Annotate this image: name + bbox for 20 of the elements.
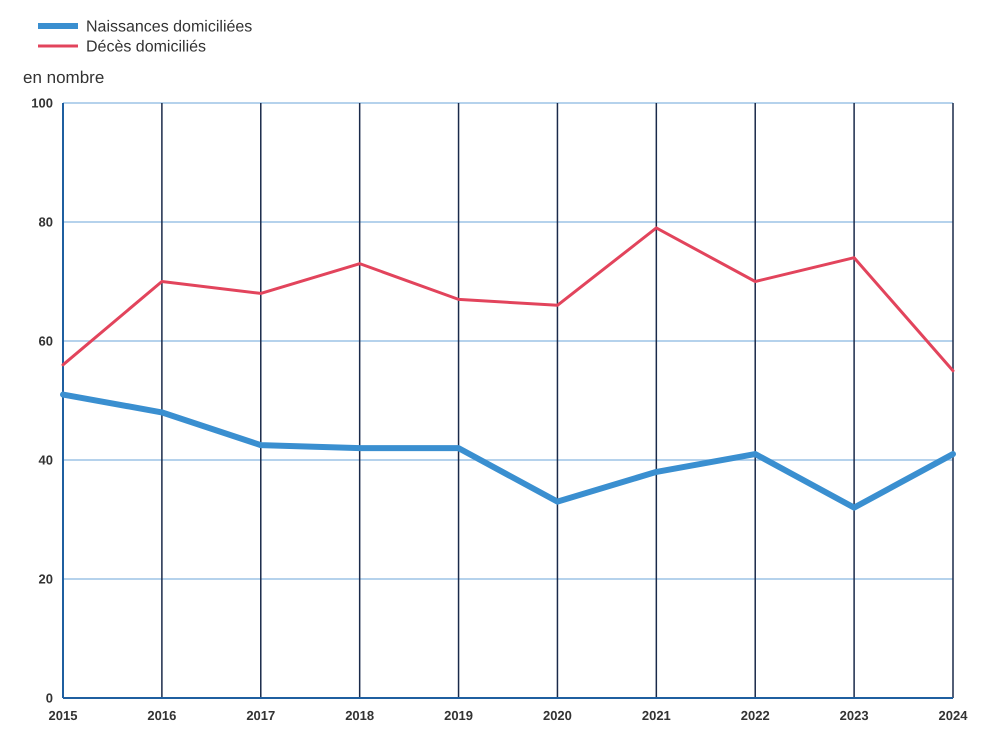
y-tick-label: 80 (38, 214, 53, 230)
x-tick-label: 2019 (444, 708, 474, 723)
y-tick-label: 100 (31, 96, 53, 111)
legend-label: Naissances domiciliées (86, 18, 252, 36)
x-tick-label: 2018 (345, 708, 374, 723)
y-tick-label: 40 (38, 452, 53, 468)
x-tick-label: 2017 (246, 708, 276, 723)
line-series (62, 226, 954, 372)
x-tick-label: 2024 (938, 708, 968, 723)
x-tick-label: 2016 (147, 708, 176, 723)
legend-label: Décès domiciliés (86, 38, 206, 56)
y-tick-label: 60 (38, 334, 53, 349)
y-axis-title: en nombre (23, 68, 104, 87)
x-tick-label: 2021 (642, 708, 671, 723)
x-tick-label: 2015 (48, 708, 78, 723)
y-tick-label: 20 (38, 572, 53, 587)
y-tick-label: 0 (46, 690, 53, 706)
x-tick-label: 2023 (840, 708, 869, 723)
x-tick-label: 2020 (542, 708, 572, 723)
x-tick-label: 2022 (740, 708, 770, 723)
